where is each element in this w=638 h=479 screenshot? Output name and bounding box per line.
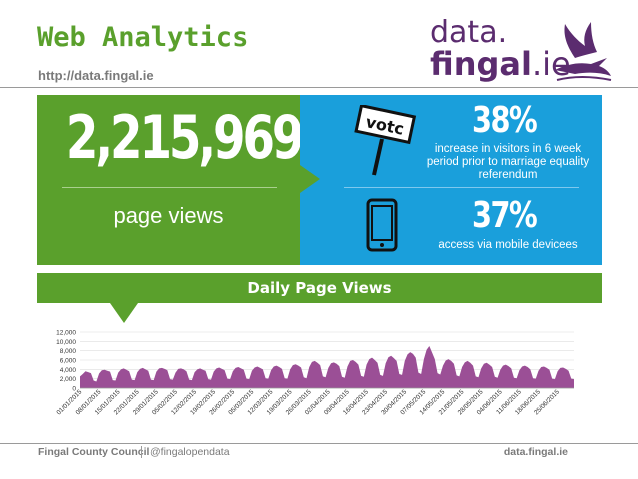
vote-sign-icon: votc <box>354 105 417 176</box>
page-views-divider <box>62 187 277 188</box>
y-tick-label: 2,000 <box>60 376 77 383</box>
data-fingal-logo: data. fingal.ie <box>430 15 571 81</box>
panel-arrow <box>300 165 320 193</box>
site-url[interactable]: http://data.fingal.ie <box>38 68 154 83</box>
y-tick-label: 0 <box>72 386 76 393</box>
logo-data-text: data. <box>430 15 508 50</box>
logo-ie-suffix: .ie <box>531 45 571 83</box>
y-tick-label: 12,000 <box>56 330 76 337</box>
page-views-value: 2,215,969 <box>65 103 305 173</box>
y-tick-label: 6,000 <box>60 358 77 365</box>
daily-page-views-chart: 02,0004,0006,0008,00010,00012,00001/01/2… <box>55 330 574 416</box>
visitors-increase-text: increase in visitors in 6 week period pr… <box>426 143 590 181</box>
mobile-pct: 37% <box>472 195 538 236</box>
mobile-phone-icon <box>366 198 398 252</box>
chart-banner: Daily Page Views <box>37 273 602 303</box>
visitors-increase-pct: 38% <box>472 100 538 141</box>
footer-site[interactable]: data.fingal.ie <box>503 446 568 458</box>
page-views-panel: 2,215,969 page views <box>37 95 305 265</box>
header-divider <box>0 87 638 88</box>
y-tick-label: 8,000 <box>60 348 77 355</box>
page-views-label: page views <box>113 203 224 228</box>
footer-separator <box>141 446 142 458</box>
page-views-series-area <box>80 346 574 388</box>
footer-twitter[interactable]: @fingalopendata <box>150 446 230 458</box>
footer-divider <box>0 443 638 444</box>
logo-fingal-text: fingal.ie <box>430 48 571 80</box>
bird-logo-icon <box>555 22 612 81</box>
stats-panel: votc 38% increase in visitors in 6 week … <box>300 95 602 265</box>
page-title: Web Analytics <box>37 22 249 53</box>
stats-divider <box>344 187 579 188</box>
y-tick-label: 10,000 <box>56 339 76 346</box>
logo-fingal-word: fingal <box>430 45 532 83</box>
y-tick-label: 4,000 <box>60 367 77 374</box>
chart-title: Daily Page Views <box>247 279 392 297</box>
mobile-text: access via mobile devicees <box>438 239 578 251</box>
footer-org: Fingal County Council <box>38 446 150 458</box>
banner-pointer <box>110 303 138 323</box>
